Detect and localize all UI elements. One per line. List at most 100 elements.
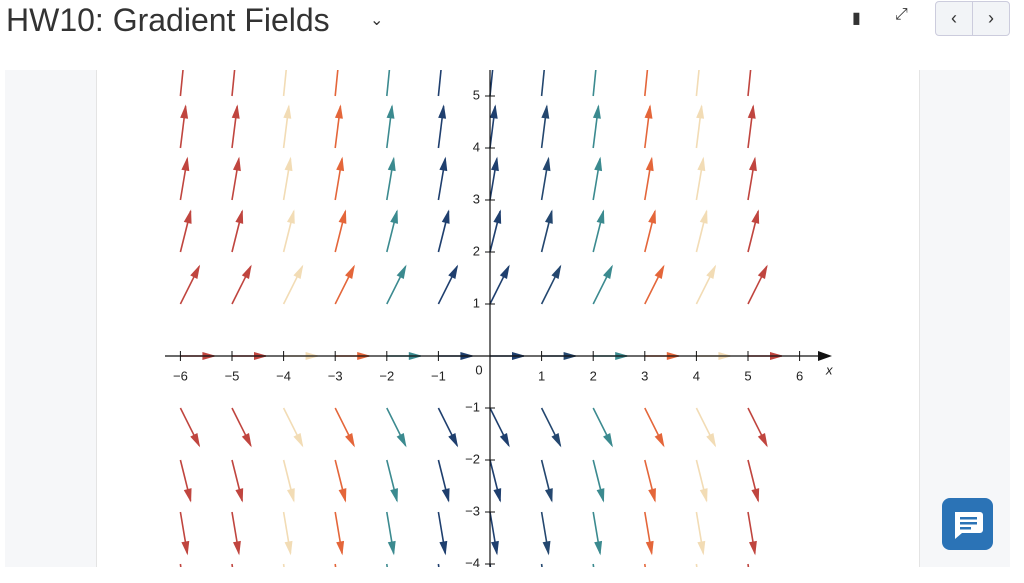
fullscreen-button[interactable]: ⤢ xyxy=(895,6,908,23)
field-arrow-head xyxy=(235,488,244,503)
field-arrow-head xyxy=(544,488,553,503)
field-arrow-shaft xyxy=(231,563,234,567)
y-tick-label: 3 xyxy=(473,191,480,206)
field-arrow-head xyxy=(551,264,562,279)
field-arrow-head xyxy=(499,433,510,448)
field-arrow-head xyxy=(179,52,187,66)
field-arrow-head xyxy=(541,104,550,119)
field-arrow-head xyxy=(648,488,656,503)
x-tick-label: 2 xyxy=(590,368,597,383)
x-tick-label: −5 xyxy=(225,368,240,383)
field-arrow-head xyxy=(448,433,459,448)
field-arrow-shaft xyxy=(334,70,339,97)
field-arrow-head xyxy=(751,209,760,224)
field-arrow-shaft xyxy=(437,563,440,567)
field-arrow-shaft xyxy=(489,70,494,97)
field-arrow-head xyxy=(293,433,304,448)
field-arrow-shaft xyxy=(282,70,288,97)
field-arrow-head xyxy=(338,209,347,224)
field-arrow-head xyxy=(695,52,703,66)
field-arrow-head xyxy=(286,488,295,503)
field-arrow-head xyxy=(231,52,239,66)
field-arrow-head xyxy=(654,433,665,448)
field-arrow-head xyxy=(596,209,605,224)
field-arrow-head xyxy=(644,104,653,119)
field-arrow-head xyxy=(490,156,499,172)
field-arrow-head xyxy=(241,264,252,279)
field-arrow-head xyxy=(592,104,601,119)
field-arrow-head xyxy=(338,488,347,503)
field-arrow-head xyxy=(551,433,562,448)
field-arrow-head xyxy=(544,209,553,224)
field-arrow-shaft xyxy=(489,563,492,567)
field-arrow-head xyxy=(286,209,295,224)
field-arrow-head xyxy=(490,540,499,556)
field-arrow-head xyxy=(441,488,450,503)
field-arrow-head xyxy=(603,433,613,448)
field-arrow-shaft xyxy=(386,563,388,567)
field-arrow-head xyxy=(489,52,497,66)
field-arrow-head xyxy=(390,488,398,503)
field-arrow-head xyxy=(438,104,447,119)
x-tick-label: −2 xyxy=(379,368,394,383)
field-arrow-head xyxy=(751,488,760,503)
field-arrow-head xyxy=(396,433,407,448)
y-tick-label: −2 xyxy=(465,451,480,466)
field-arrow-head xyxy=(387,156,396,172)
field-arrow-shaft xyxy=(644,563,646,567)
field-arrow-head xyxy=(645,540,654,556)
field-arrow-head xyxy=(293,264,304,279)
field-arrow-head xyxy=(284,540,293,556)
field-arrow-head xyxy=(644,52,652,66)
field-arrow-shaft xyxy=(592,563,595,567)
field-arrow-head xyxy=(439,156,448,172)
page-title: HW10: Gradient Fields xyxy=(6,2,330,38)
field-arrow-head xyxy=(441,209,450,224)
field-arrow-head xyxy=(183,209,192,224)
x-tick-label: 3 xyxy=(641,368,648,383)
field-arrow-head xyxy=(283,52,291,66)
y-tick-label: 2 xyxy=(473,243,480,258)
field-arrow-shaft xyxy=(747,70,752,97)
field-arrow-shaft xyxy=(747,563,750,567)
y-tick-label: −1 xyxy=(465,399,480,414)
field-arrow-head xyxy=(396,264,407,279)
field-arrow-shaft xyxy=(540,70,546,97)
field-arrow-head xyxy=(437,52,445,66)
field-arrow-head xyxy=(232,156,241,172)
y-tick-label: −3 xyxy=(465,503,480,518)
field-arrow-head xyxy=(594,156,603,172)
prev-button[interactable]: ‹ xyxy=(936,2,973,35)
x-tick-label: −3 xyxy=(328,368,343,383)
field-arrow-head xyxy=(706,264,717,279)
title-menu[interactable]: ⌄ xyxy=(370,12,384,29)
field-arrow-head xyxy=(386,52,394,66)
field-arrow-head xyxy=(334,104,343,119)
field-arrow-shaft xyxy=(386,70,391,97)
field-arrow-head xyxy=(645,156,654,172)
field-arrow-head xyxy=(654,264,665,279)
x-tick-label: −4 xyxy=(276,368,291,383)
field-arrow-head xyxy=(439,540,448,556)
y-tick-label: 4 xyxy=(473,139,480,154)
field-arrow-head xyxy=(592,52,600,66)
field-arrow-head xyxy=(541,52,549,66)
field-arrow-head xyxy=(284,156,293,172)
field-arrow-head xyxy=(232,540,241,556)
next-button[interactable]: › xyxy=(988,8,994,28)
field-arrow-head xyxy=(448,264,459,279)
bookmark-button[interactable]: ▮ xyxy=(852,10,861,27)
field-arrow-head xyxy=(542,156,551,172)
field-arrow-head xyxy=(697,156,706,172)
x-tick-label: 6 xyxy=(796,368,803,383)
field-arrow-head xyxy=(336,156,345,172)
field-arrow-head xyxy=(345,433,355,448)
field-arrow-head xyxy=(747,52,755,66)
field-arrow-head xyxy=(493,209,502,224)
field-arrow-head xyxy=(345,264,355,279)
chat-button[interactable] xyxy=(942,498,993,550)
field-arrow-head xyxy=(596,488,605,503)
field-arrow-head xyxy=(489,104,498,119)
